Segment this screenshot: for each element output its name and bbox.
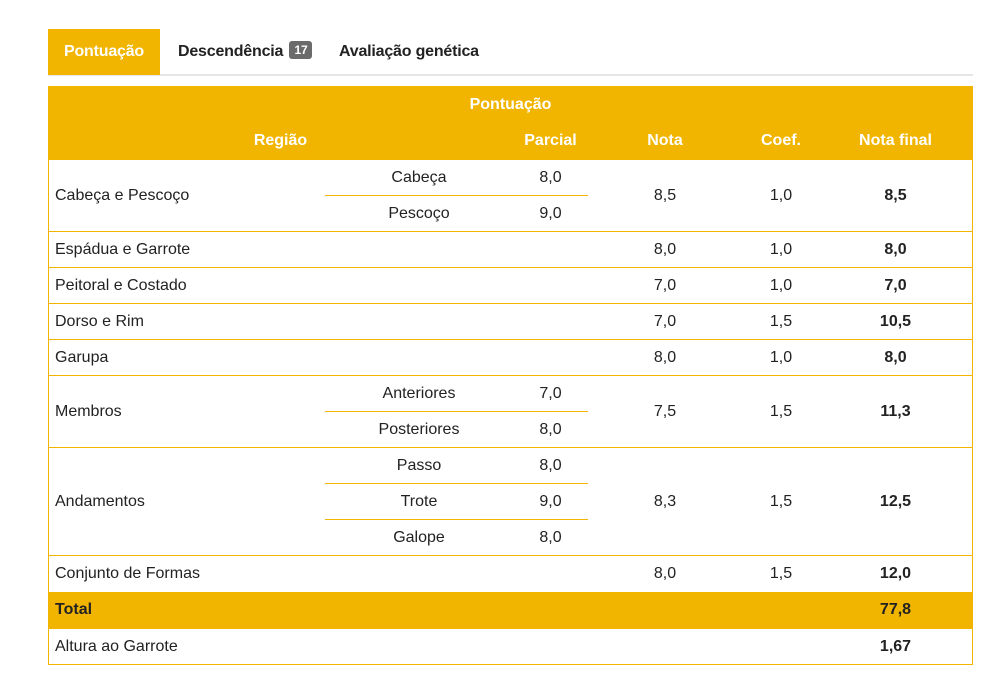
region-label: Espádua e Garrote (55, 241, 191, 258)
coef-value: 1,5 (769, 313, 793, 330)
total-label: Total (55, 601, 93, 618)
sub-region-label: Cabeça (391, 169, 447, 186)
table-row: Garupa 8,0 1,0 8,0 (49, 339, 972, 376)
nota-final-value: 7,0 (884, 277, 907, 294)
table-row: Membros Anteriores 7,0 Posteriores 8,0 7,5 1,5… (49, 375, 972, 448)
parcial-value: 9,0 (539, 205, 562, 222)
sub-divider (325, 411, 588, 412)
nota-value: 8,5 (653, 187, 677, 204)
sub-region-label: Trote (400, 493, 438, 510)
col-parcial: Parcial (524, 132, 577, 149)
region-label: Garupa (55, 349, 109, 366)
sub-region-label: Anteriores (382, 385, 456, 402)
region-label: Dorso e Rim (55, 313, 144, 330)
column-header-row: Região Parcial Nota Coef. Nota final (49, 123, 972, 159)
tab-bar: Pontuação Descendência 17 Avaliação gené… (48, 29, 973, 76)
parcial-value: 9,0 (539, 493, 562, 510)
table-row: Cabeça e Pescoço Cabeça 8,0 Pescoço 9,0 8,5 1,… (49, 159, 972, 232)
nota-final-value: 8,0 (884, 349, 907, 366)
nota-value: 8,0 (653, 349, 677, 366)
nota-final-value: 11,3 (880, 403, 911, 420)
coef-value: 1,0 (769, 241, 793, 258)
coef-value: 1,5 (769, 565, 793, 582)
nota-value: 7,5 (653, 403, 677, 420)
nota-final-value: 12,0 (879, 565, 912, 582)
nota-value: 8,0 (653, 565, 677, 582)
nota-final-value: 12,5 (879, 493, 912, 510)
nota-final-value: 8,0 (884, 241, 907, 258)
region-label: Membros (55, 403, 122, 420)
parcial-value: 8,0 (539, 457, 562, 474)
total-row: Total 77,8 (49, 592, 972, 628)
coef-value: 1,5 (769, 493, 793, 510)
table-row: Andamentos Passo 8,0 Trote 9,0 Galope 8,0 8,3 1,… (49, 447, 972, 556)
altura-row: Altura ao Garrote 1,67 (49, 628, 972, 665)
table-row: Espádua e Garrote 8,0 1,0 8,0 (49, 231, 972, 268)
altura-value: 1,67 (879, 638, 912, 655)
sub-region-label: Galope (393, 529, 445, 546)
col-nota: Nota (647, 132, 683, 149)
nota-value: 7,0 (653, 313, 677, 330)
nota-value: 8,0 (653, 241, 677, 258)
tab-descendencia[interactable]: Descendência 17 (160, 29, 330, 75)
nota-value: 8,3 (653, 493, 677, 510)
parcial-value: 8,0 (539, 529, 562, 546)
coef-value: 1,5 (769, 403, 793, 420)
region-label: Cabeça e Pescoço (55, 187, 190, 204)
parcial-value: 8,0 (539, 421, 562, 438)
tab-descendencia-label: Descendência (178, 43, 284, 60)
region-label: Peitoral e Costado (55, 277, 187, 294)
sub-region-label: Posteriores (378, 421, 460, 438)
tab-avaliacao-genetica[interactable]: Avaliação genética (339, 43, 479, 60)
col-coef: Coef. (761, 132, 801, 149)
table-row: Conjunto de Formas 8,0 1,5 12,0 (49, 555, 972, 592)
tab-pontuacao[interactable]: Pontuação (48, 29, 160, 75)
score-table: Pontuação Região Parcial Nota Coef. Nota… (48, 86, 973, 665)
coef-value: 1,0 (769, 187, 793, 204)
region-label: Conjunto de Formas (55, 565, 200, 582)
parcial-value: 7,0 (539, 385, 562, 402)
coef-value: 1,0 (769, 277, 793, 294)
nota-value: 7,0 (653, 277, 677, 294)
col-regiao: Região (253, 132, 308, 149)
count-badge: 17 (289, 41, 313, 59)
table-row: Peitoral e Costado 7,0 1,0 7,0 (49, 267, 972, 304)
coef-value: 1,0 (769, 349, 793, 366)
group-header: Pontuação (469, 96, 552, 113)
sub-divider (325, 519, 588, 520)
altura-label: Altura ao Garrote (55, 638, 178, 655)
group-header-row: Pontuação (49, 87, 972, 123)
region-label: Andamentos (55, 493, 145, 510)
sub-region-label: Pescoço (388, 205, 450, 222)
total-value: 77,8 (879, 601, 912, 618)
sub-divider (325, 483, 588, 484)
col-nota-final: Nota final (859, 132, 932, 149)
sub-divider (325, 195, 588, 196)
table-row: Dorso e Rim 7,0 1,5 10,5 (49, 303, 972, 340)
parcial-value: 8,0 (539, 169, 562, 186)
sub-region-label: Passo (396, 457, 442, 474)
nota-final-value: 8,5 (884, 187, 907, 204)
nota-final-value: 10,5 (879, 313, 912, 330)
